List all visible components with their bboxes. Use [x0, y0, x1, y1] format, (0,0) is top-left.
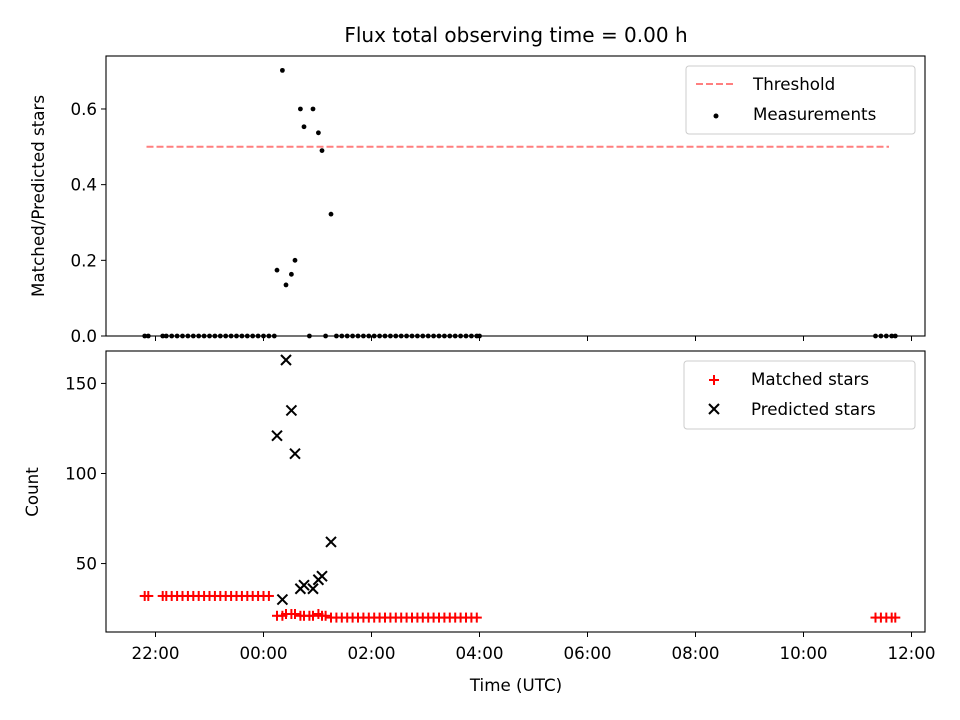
predicted-star-point — [271, 429, 283, 442]
ratio-y-tick-label: 0.2 — [70, 250, 97, 270]
ratio-y-axis-title: Matched/Predicted stars — [28, 95, 48, 297]
threshold-legend-label: Threshold — [752, 74, 835, 94]
matched-star-point — [308, 610, 318, 621]
predicted-legend-swatch — [708, 403, 720, 415]
measurement-point — [274, 267, 280, 273]
count-x-axis: 22:00 00:00 02:00 04:00 06:00 08:00 10:00 12:00 — [131, 632, 936, 663]
count-legend-box — [683, 360, 916, 430]
predicted-star-point — [307, 583, 319, 595]
count-y-tick-label: 100 — [65, 463, 97, 483]
x-tick-label: 00:00 — [239, 643, 287, 663]
ratio-x-ticks — [155, 336, 912, 341]
count-legend: Matched stars Predicted stars — [683, 360, 916, 430]
matched-star-point — [471, 612, 482, 623]
ratio-y-tick-label: 0.6 — [70, 99, 97, 119]
ratio-y-tick-label: 0.4 — [70, 175, 97, 195]
x-tick-label: 22:00 — [131, 643, 179, 663]
predicted-star-point — [280, 354, 292, 366]
measurement-point — [301, 124, 307, 130]
measurements-legend-label: Measurements — [753, 104, 876, 124]
predicted-legend-label: Predicted stars — [751, 399, 876, 419]
ratio-panel: Flux total observing time = 0.00 h 0.00.… — [28, 23, 926, 346]
x-tick-label: 10:00 — [779, 643, 827, 663]
x-axis-title: Time (UTC) — [469, 675, 562, 695]
measurement-point — [283, 282, 289, 288]
predicted-star-point — [298, 579, 310, 591]
ratio-panel-frame — [105, 55, 926, 337]
predicted-star-point — [316, 570, 328, 582]
measurement-point — [316, 130, 321, 136]
predicted-stars-series — [271, 354, 337, 606]
predicted-star-point — [285, 404, 298, 417]
matched-star-point — [320, 610, 331, 621]
matched-star-point — [143, 590, 154, 601]
measurement-point — [319, 148, 325, 153]
count-y-tick-label: 50 — [76, 554, 97, 574]
ratio-legend: Threshold Measurements — [685, 65, 916, 135]
count-panel: 50 100 150 22:00 00:00 02:00 04:00 06:00 08:00 1… — [22, 350, 936, 695]
count-y-tick-label: 150 — [65, 373, 97, 393]
count-y-axis-title: Count — [22, 467, 42, 517]
matched-star-point — [290, 608, 300, 619]
matched-legend-swatch — [709, 375, 719, 385]
measurements-legend-swatch — [713, 113, 719, 119]
x-tick-label: 08:00 — [671, 643, 719, 663]
x-tick-label: 06:00 — [563, 643, 611, 663]
predicted-star-point — [276, 593, 289, 606]
x-tick-label: 04:00 — [455, 643, 503, 663]
measurement-point — [292, 257, 298, 263]
count-panel-frame — [105, 350, 926, 633]
matched-legend-label: Matched stars — [751, 369, 869, 389]
x-tick-label: 02:00 — [347, 643, 395, 663]
matched-star-point — [890, 612, 901, 623]
matched-star-point — [263, 590, 274, 601]
predicted-star-point — [325, 536, 337, 548]
predicted-star-point — [289, 447, 301, 460]
ratio-y-axis: 0.0 0.2 0.4 0.6 — [70, 99, 106, 346]
chart-title: Flux total observing time = 0.00 h — [344, 23, 687, 47]
measurement-point — [310, 106, 316, 112]
count-y-axis: 50 100 150 — [65, 373, 106, 574]
ratio-legend-box — [685, 65, 916, 135]
x-tick-label: 12:00 — [887, 643, 935, 663]
measurements-series — [142, 67, 898, 339]
measurement-point — [289, 271, 294, 277]
matched-stars-series — [139, 590, 901, 623]
measurement-point — [280, 67, 285, 73]
measurement-point — [328, 211, 334, 217]
ratio-y-tick-label: 0.0 — [70, 326, 97, 346]
measurement-point — [298, 106, 303, 112]
